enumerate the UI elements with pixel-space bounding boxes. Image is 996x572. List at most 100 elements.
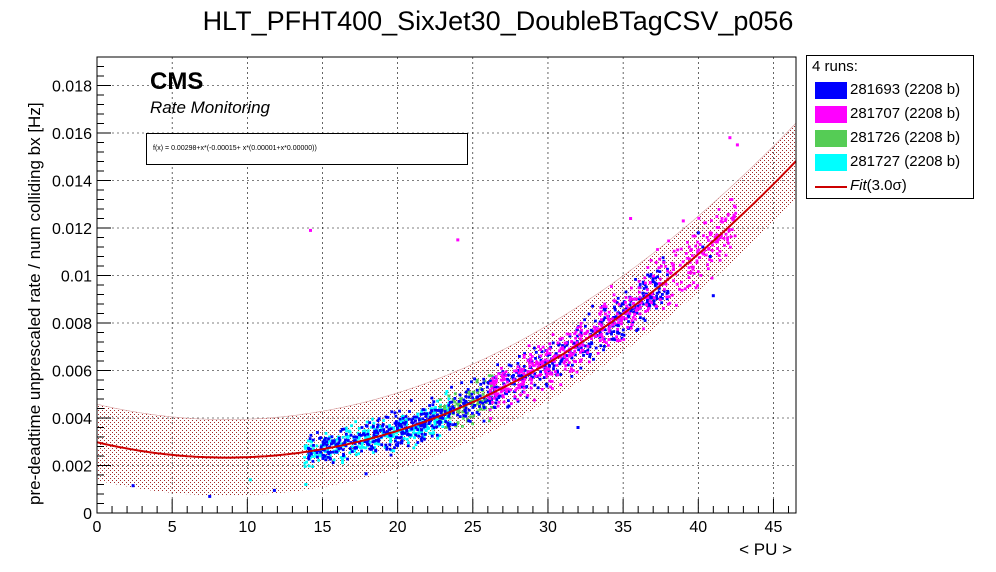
data-point	[522, 390, 526, 394]
data-point	[499, 378, 503, 382]
data-point	[548, 351, 552, 355]
data-point	[539, 348, 542, 351]
data-point	[355, 435, 359, 439]
data-point	[395, 436, 398, 439]
x-tick-label: 45	[765, 519, 783, 536]
data-point	[551, 361, 554, 365]
data-point	[402, 437, 406, 440]
data-point	[639, 301, 643, 305]
data-point	[528, 361, 531, 365]
data-point	[348, 451, 352, 455]
data-point	[643, 276, 647, 280]
data-point	[455, 422, 459, 426]
data-point	[395, 431, 398, 435]
data-point	[621, 317, 625, 320]
y-tick-label: 0	[83, 506, 92, 523]
data-point	[611, 317, 614, 321]
data-point	[638, 312, 642, 316]
data-point	[657, 266, 661, 270]
data-point	[574, 330, 578, 334]
outlier-point	[696, 231, 700, 235]
data-point	[703, 249, 707, 252]
data-point	[375, 442, 379, 445]
data-point	[509, 388, 513, 392]
x-tick-label: 35	[614, 519, 632, 536]
data-point	[389, 436, 393, 440]
data-point	[468, 419, 472, 423]
data-point	[422, 412, 426, 416]
data-point	[658, 270, 662, 273]
data-point	[620, 322, 623, 326]
data-point	[372, 424, 375, 428]
data-point	[419, 424, 423, 428]
data-point	[440, 409, 443, 412]
data-point	[446, 409, 449, 412]
data-point	[630, 286, 633, 290]
data-point	[616, 327, 620, 331]
chart-title: HLT_PFHT400_SixJet30_DoubleBTagCSV_p056	[202, 6, 794, 36]
data-point	[694, 244, 698, 248]
data-point	[359, 446, 362, 450]
legend: 4 runs: 281693 (2208 b) 281707 (2208 b) …	[806, 55, 974, 199]
data-point	[457, 405, 461, 408]
data-point	[374, 449, 378, 452]
data-point	[445, 390, 449, 393]
data-point	[324, 437, 327, 440]
data-point	[425, 423, 429, 427]
data-point	[603, 345, 606, 348]
data-point	[446, 421, 450, 425]
data-point	[620, 336, 624, 340]
data-point	[526, 371, 530, 374]
data-point	[420, 428, 423, 432]
outlier-point	[248, 478, 252, 482]
data-point	[325, 440, 329, 443]
data-point	[672, 263, 675, 267]
data-point	[702, 252, 705, 256]
data-point	[394, 439, 397, 443]
data-point	[518, 355, 521, 358]
data-point	[396, 441, 400, 445]
data-point	[368, 440, 372, 444]
data-point	[503, 373, 506, 376]
data-point	[311, 459, 315, 463]
data-point	[341, 458, 344, 462]
data-point	[665, 297, 669, 301]
data-point	[579, 366, 583, 370]
data-point	[570, 375, 574, 378]
data-point	[715, 252, 719, 255]
legend-entry-281707: 281707 (2208 b)	[812, 104, 972, 124]
data-point	[610, 285, 613, 288]
data-point	[726, 213, 730, 217]
data-point	[487, 374, 491, 378]
data-point	[710, 219, 713, 222]
data-point	[487, 398, 490, 402]
data-point	[482, 405, 486, 409]
data-point	[407, 441, 410, 445]
data-point	[398, 409, 401, 413]
data-point	[344, 444, 348, 448]
data-point	[680, 280, 683, 284]
data-point	[419, 437, 423, 441]
data-point	[633, 317, 637, 321]
data-point	[405, 428, 408, 432]
data-point	[513, 369, 516, 373]
data-point	[393, 446, 396, 450]
data-point	[373, 428, 376, 432]
data-point	[451, 405, 454, 409]
data-point	[447, 403, 451, 407]
legend-header: 4 runs:	[812, 58, 858, 75]
data-point	[380, 429, 384, 433]
data-point	[354, 445, 358, 449]
data-point	[687, 266, 691, 270]
data-point	[569, 351, 573, 355]
data-point	[703, 221, 706, 225]
data-point	[463, 403, 466, 406]
data-point	[607, 338, 611, 341]
data-point	[397, 425, 401, 429]
data-point	[417, 434, 420, 438]
data-point	[631, 320, 635, 324]
data-point	[538, 377, 542, 381]
data-point	[378, 425, 382, 428]
data-point	[666, 273, 669, 277]
data-point	[718, 249, 722, 253]
